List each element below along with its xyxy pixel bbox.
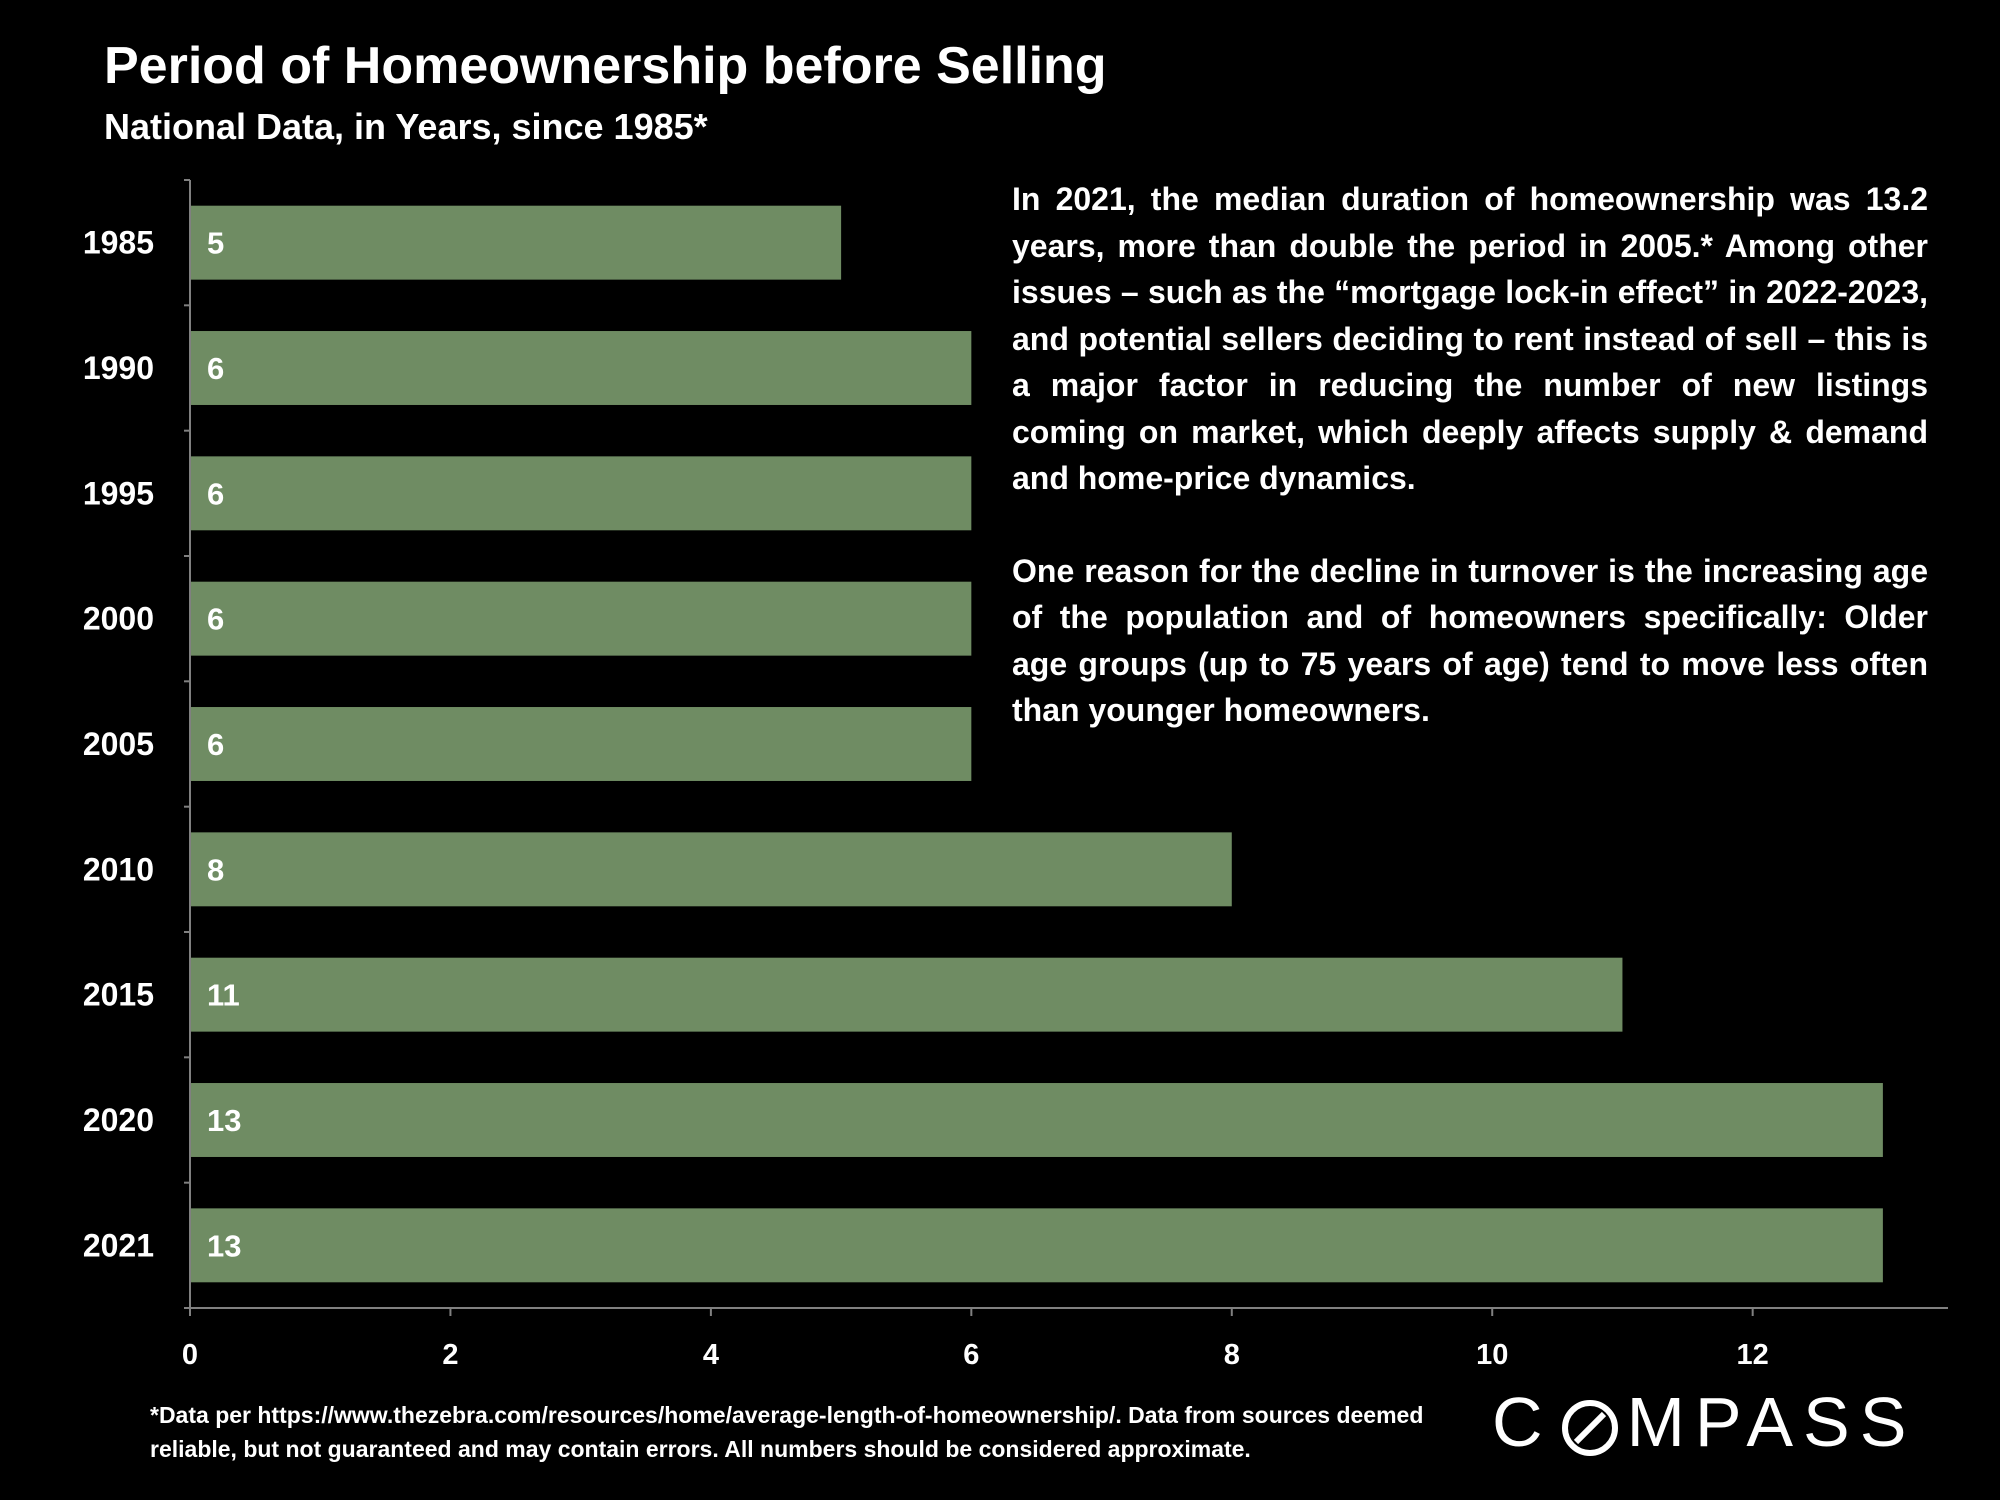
x-tick-label-4: 4 <box>703 1339 719 1371</box>
data-label-1985: 5 <box>207 226 224 261</box>
bar-1995 <box>190 456 972 531</box>
chart-title: Period of Homeownership before Selling <box>104 37 1107 95</box>
category-label-1990: 1990 <box>83 350 154 386</box>
category-label-1995: 1995 <box>83 475 154 511</box>
bars-layer: 5 6 6 6 6 8 11 13 13 <box>190 205 1883 1283</box>
bar-2010 <box>190 832 1232 907</box>
bar-2015 <box>190 957 1623 1032</box>
commentary-paragraph-1: In 2021, the median duration of homeowne… <box>1012 181 1928 496</box>
category-label-2010: 2010 <box>83 851 154 887</box>
data-label-2020: 13 <box>207 1103 241 1138</box>
bar-2020 <box>190 1083 1883 1157</box>
category-label-2000: 2000 <box>83 601 154 637</box>
x-tick-label-10: 10 <box>1476 1339 1508 1371</box>
x-tick-label-12: 12 <box>1737 1339 1769 1371</box>
x-tick-label-0: 0 <box>182 1339 198 1371</box>
category-label-2020: 2020 <box>83 1102 154 1138</box>
x-tick-label-8: 8 <box>1224 1339 1240 1371</box>
category-label-2021: 2021 <box>83 1227 154 1263</box>
bar-2021 <box>190 1208 1883 1283</box>
category-label-2005: 2005 <box>83 726 154 762</box>
commentary-text: In 2021, the median duration of homeowne… <box>1012 176 1928 780</box>
data-label-2010: 8 <box>207 852 224 887</box>
compass-logo: C MPASS <box>1492 1382 1916 1462</box>
data-label-2005: 6 <box>207 727 224 762</box>
category-label-2015: 2015 <box>83 977 154 1013</box>
logo-text-start: C <box>1492 1383 1553 1461</box>
bar-1990 <box>190 331 972 405</box>
category-label-1985: 1985 <box>83 225 154 261</box>
x-tick-label-6: 6 <box>963 1339 979 1371</box>
x-tick-label-2: 2 <box>442 1339 458 1371</box>
bar-1985 <box>190 205 842 280</box>
data-label-2021: 13 <box>207 1228 241 1263</box>
data-label-1990: 6 <box>207 351 224 386</box>
bar-2000 <box>190 581 972 656</box>
chart-subtitle: National Data, in Years, since 1985* <box>104 106 708 147</box>
data-label-2000: 6 <box>207 602 224 637</box>
compass-o-icon <box>1561 1393 1619 1456</box>
commentary-paragraph-2: One reason for the decline in turnover i… <box>1012 552 1928 729</box>
data-label-1995: 6 <box>207 476 224 511</box>
axis-layer: 1985 1990 1995 2000 2005 2010 2015 2020 2021 0 2 4 6… <box>83 179 1948 1371</box>
logo-text-end: MPASS <box>1626 1383 1917 1461</box>
data-label-2015: 11 <box>207 978 240 1013</box>
bar-2005 <box>190 707 972 781</box>
source-footnote: *Data per https://www.thezebra.com/resou… <box>150 1402 1424 1462</box>
